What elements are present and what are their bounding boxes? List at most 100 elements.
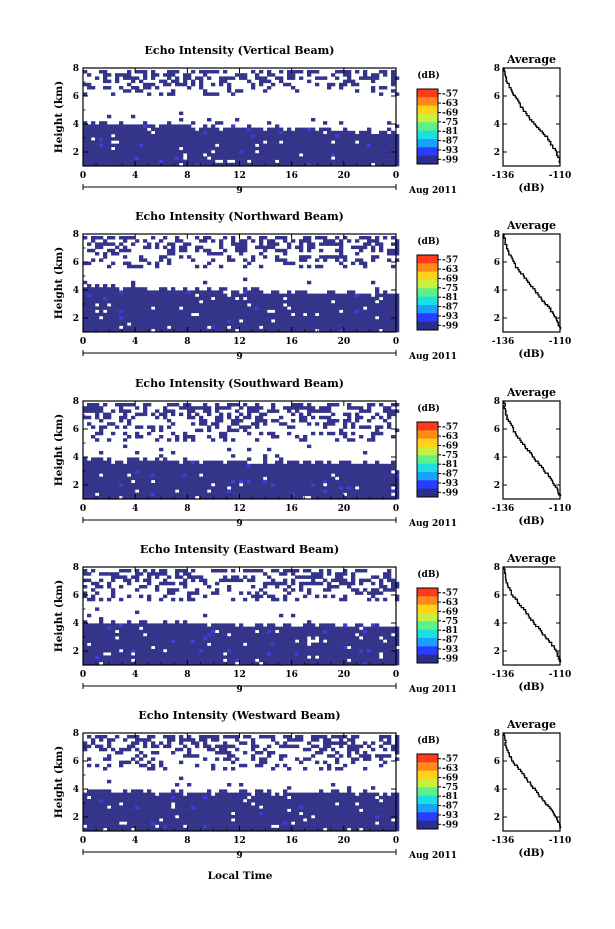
x-tick-label: 8 bbox=[184, 337, 190, 347]
y-tick-label: 8 bbox=[73, 64, 79, 74]
colorbar-tick-label: -57 bbox=[442, 423, 458, 433]
y-tick-label: 8 bbox=[73, 729, 79, 739]
colorbar-tick-label: -63 bbox=[442, 432, 458, 442]
x-tick-label: 12 bbox=[233, 670, 246, 680]
colorbar-frame bbox=[416, 587, 439, 664]
colorbar-swatch bbox=[417, 438, 438, 448]
colorbar-tick-label: -99 bbox=[442, 820, 458, 830]
colorbar-tick-label: -93 bbox=[442, 811, 458, 821]
profile-frame bbox=[502, 400, 561, 500]
y-tick-label: 4 bbox=[73, 120, 79, 130]
beam-panel-4: Echo Intensity (Westward Beam) 2 4 6 8 Height… bbox=[53, 709, 458, 861]
colorbar-swatch bbox=[417, 313, 438, 323]
colorbar-swatch bbox=[417, 255, 438, 264]
x-tick-label: 16 bbox=[285, 504, 298, 514]
average-profile-line bbox=[503, 233, 562, 330]
profile-y-tick-label: 2 bbox=[494, 647, 500, 657]
colorbar-swatch bbox=[417, 271, 438, 281]
average-profile-4: Average 2 4 6 8 -136 -110 (dB) bbox=[492, 718, 572, 859]
heatmap-title: Echo Intensity (Eastward Beam) bbox=[140, 543, 339, 556]
local-time-axis-label: Local Time bbox=[208, 870, 273, 882]
colorbar-swatch bbox=[417, 263, 438, 273]
colorbar-frame bbox=[416, 88, 439, 165]
x-tick-label: 4 bbox=[132, 836, 138, 846]
colorbar-tick-label: -87 bbox=[442, 303, 458, 313]
colorbar-swatch bbox=[417, 654, 438, 664]
colorbar-unit: (dB) bbox=[417, 70, 439, 81]
profile-x-tick-label: -136 bbox=[492, 337, 515, 347]
x-tick-label: 8 bbox=[184, 836, 190, 846]
profile-y-tick-label: 8 bbox=[494, 563, 500, 573]
profile-x-tick-label: -110 bbox=[549, 670, 572, 680]
colorbar-swatch bbox=[417, 430, 438, 440]
y-tick-label: 6 bbox=[73, 425, 79, 435]
colorbar-swatch bbox=[417, 122, 438, 132]
x-tick-label: 20 bbox=[338, 670, 351, 680]
profile-x-tick-label: -110 bbox=[549, 337, 572, 347]
profile-frame bbox=[502, 233, 561, 333]
profile-title: Average bbox=[506, 552, 556, 565]
x-tick-label: 4 bbox=[132, 670, 138, 680]
colorbar-tick-label: -93 bbox=[442, 479, 458, 489]
profile-title: Average bbox=[506, 718, 556, 731]
average-profile-line bbox=[503, 567, 562, 663]
colorbar-tick-label: -75 bbox=[442, 783, 458, 793]
heatmap-title: Echo Intensity (Westward Beam) bbox=[138, 709, 340, 722]
y-tick-label: 2 bbox=[73, 813, 79, 823]
date-label: Aug 2011 bbox=[408, 519, 457, 529]
colorbar-swatch bbox=[417, 422, 438, 431]
colorbar-tick-label: -75 bbox=[442, 284, 458, 294]
profile-frame bbox=[502, 566, 561, 666]
date-label: Aug 2011 bbox=[408, 851, 457, 861]
colorbar-swatch bbox=[417, 105, 438, 115]
profile-y-tick-label: 2 bbox=[494, 148, 500, 158]
echo-intensity-cells bbox=[83, 403, 400, 500]
colorbar-tick-label: -93 bbox=[442, 312, 458, 322]
beam-panel-0: Echo Intensity (Vertical Beam) 2 4 6 8 Height… bbox=[53, 44, 458, 196]
colorbar-swatch bbox=[417, 280, 438, 289]
x-tick-label: 0 bbox=[393, 337, 399, 347]
y-tick-label: 6 bbox=[73, 258, 79, 268]
colorbar-swatch bbox=[417, 762, 438, 772]
colorbar-swatch bbox=[417, 795, 438, 805]
colorbar-tick-label: -99 bbox=[442, 321, 458, 331]
x-tick-label: 12 bbox=[233, 504, 246, 514]
colorbar-tick-label: -63 bbox=[442, 99, 458, 109]
colorbar-swatch bbox=[417, 455, 438, 465]
heatmap-title: Echo Intensity (Southward Beam) bbox=[135, 377, 344, 390]
colorbar-unit: (dB) bbox=[417, 569, 439, 580]
profile-y-tick-label: 2 bbox=[494, 481, 500, 491]
colorbar-tick-label: -99 bbox=[442, 155, 458, 165]
echo-intensity-cells bbox=[83, 569, 400, 666]
x-tick-label: 16 bbox=[285, 670, 298, 680]
x-tick-label: 12 bbox=[233, 171, 246, 181]
colorbar-tick-label: -93 bbox=[442, 645, 458, 655]
profile-x-tick-label: -110 bbox=[549, 504, 572, 514]
y-tick-label: 6 bbox=[73, 92, 79, 102]
colorbar-tick-label: -87 bbox=[442, 470, 458, 480]
echo-intensity-cells bbox=[83, 236, 400, 333]
y-tick-label: 4 bbox=[73, 619, 79, 629]
colorbar-tick-label: -81 bbox=[442, 127, 458, 137]
x-tick-label: 4 bbox=[132, 171, 138, 181]
x-tick-label: 0 bbox=[393, 836, 399, 846]
colorbar-tick-label: -63 bbox=[442, 598, 458, 608]
x-tick-label: 0 bbox=[80, 337, 86, 347]
colorbar-swatch bbox=[417, 820, 438, 830]
colorbar-tick-label: -57 bbox=[442, 589, 458, 599]
profile-x-tick-label: -110 bbox=[549, 171, 572, 181]
colorbar-swatch bbox=[417, 472, 438, 481]
profile-y-tick-label: 6 bbox=[494, 757, 500, 767]
colorbar-swatch bbox=[417, 296, 438, 306]
average-profile-1: Average 2 4 6 8 -136 -110 (dB) bbox=[492, 219, 572, 360]
x-tick-label: 0 bbox=[80, 836, 86, 846]
colorbar-frame bbox=[416, 421, 439, 498]
colorbar-swatch bbox=[417, 779, 438, 788]
profile-y-tick-label: 6 bbox=[494, 258, 500, 268]
profile-x-axis-label: (dB) bbox=[518, 681, 544, 693]
y-tick-label: 8 bbox=[73, 397, 79, 407]
profile-title: Average bbox=[506, 386, 556, 399]
colorbar-swatch bbox=[417, 139, 438, 148]
profile-y-tick-label: 8 bbox=[494, 729, 500, 739]
colorbar-tick-label: -81 bbox=[442, 792, 458, 802]
